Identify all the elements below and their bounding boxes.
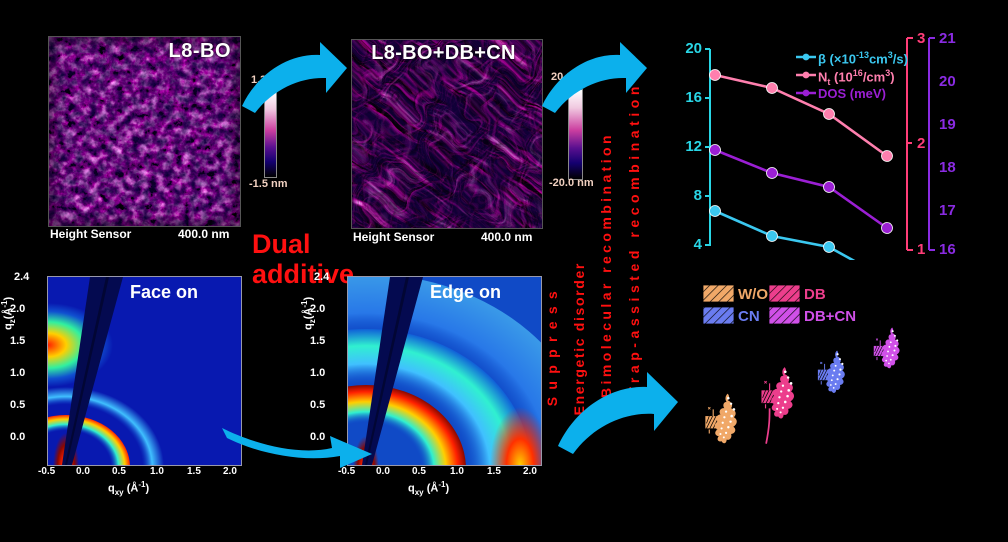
svg-text:20: 20 — [685, 40, 702, 57]
svg-text:18: 18 — [939, 159, 956, 176]
svg-text:19: 19 — [939, 116, 956, 133]
svg-text:4: 4 — [694, 236, 703, 253]
svg-text:2: 2 — [917, 135, 925, 152]
svg-text:21: 21 — [939, 30, 956, 47]
svg-text:16: 16 — [685, 89, 702, 106]
svg-text:1: 1 — [917, 241, 925, 258]
svg-text:17: 17 — [939, 202, 956, 219]
svg-text:16: 16 — [939, 241, 956, 258]
svg-text:12: 12 — [685, 138, 702, 155]
svg-text:3: 3 — [917, 30, 925, 47]
svg-text:8: 8 — [694, 187, 702, 204]
